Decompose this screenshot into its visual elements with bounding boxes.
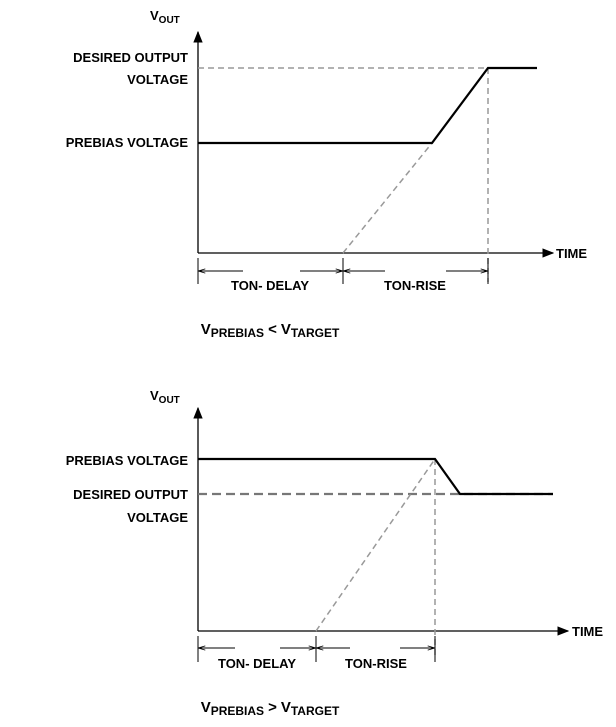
- y-axis-sub: OUT: [159, 395, 180, 406]
- caption-sub: TARGET: [291, 704, 340, 718]
- y-axis-main: V: [150, 8, 159, 23]
- diagram-bottom: VOUT TIME PREBIAS VOLTAGE DESIRED OUTPUT…: [66, 388, 604, 718]
- caption-part: V: [201, 699, 211, 716]
- x-axis-label: TIME: [572, 624, 603, 639]
- caption: VPREBIAS < VTARGET: [201, 321, 340, 340]
- y-axis-label: VOUT: [150, 8, 180, 26]
- desired-label: VOLTAGE: [127, 510, 188, 525]
- prebias-label: PREBIAS VOLTAGE: [66, 453, 189, 468]
- caption: VPREBIAS > VTARGET: [201, 699, 340, 718]
- caption-part: V: [281, 321, 291, 338]
- x-axis-label: TIME: [556, 246, 587, 261]
- diagram-top: VOUT TIME DESIRED OUTPUT VOLTAGE PREBIAS…: [66, 8, 588, 340]
- phase-label: TON-RISE: [345, 656, 407, 671]
- caption-op: <: [268, 321, 277, 338]
- desired-label: DESIRED OUTPUT: [73, 487, 188, 502]
- caption-sub: TARGET: [291, 326, 340, 340]
- desired-label: DESIRED OUTPUT: [73, 50, 188, 65]
- output-waveform: [198, 66, 537, 145]
- y-axis-label: VOUT: [150, 388, 180, 406]
- y-axis-sub: OUT: [159, 15, 180, 26]
- output-waveform: [198, 457, 553, 496]
- ramp-extension: [342, 142, 433, 254]
- caption-op: >: [268, 699, 277, 716]
- phase-label: TON- DELAY: [218, 656, 296, 671]
- phase-label: TON- DELAY: [231, 278, 309, 293]
- phase-label: TON-RISE: [384, 278, 446, 293]
- desired-label: VOLTAGE: [127, 72, 188, 87]
- prebias-label: PREBIAS VOLTAGE: [66, 135, 189, 150]
- ramp-line: [315, 458, 436, 632]
- caption-part: V: [281, 699, 291, 716]
- y-axis-main: V: [150, 388, 159, 403]
- caption-sub: PREBIAS: [211, 326, 264, 340]
- caption-part: V: [201, 321, 211, 338]
- caption-sub: PREBIAS: [211, 704, 264, 718]
